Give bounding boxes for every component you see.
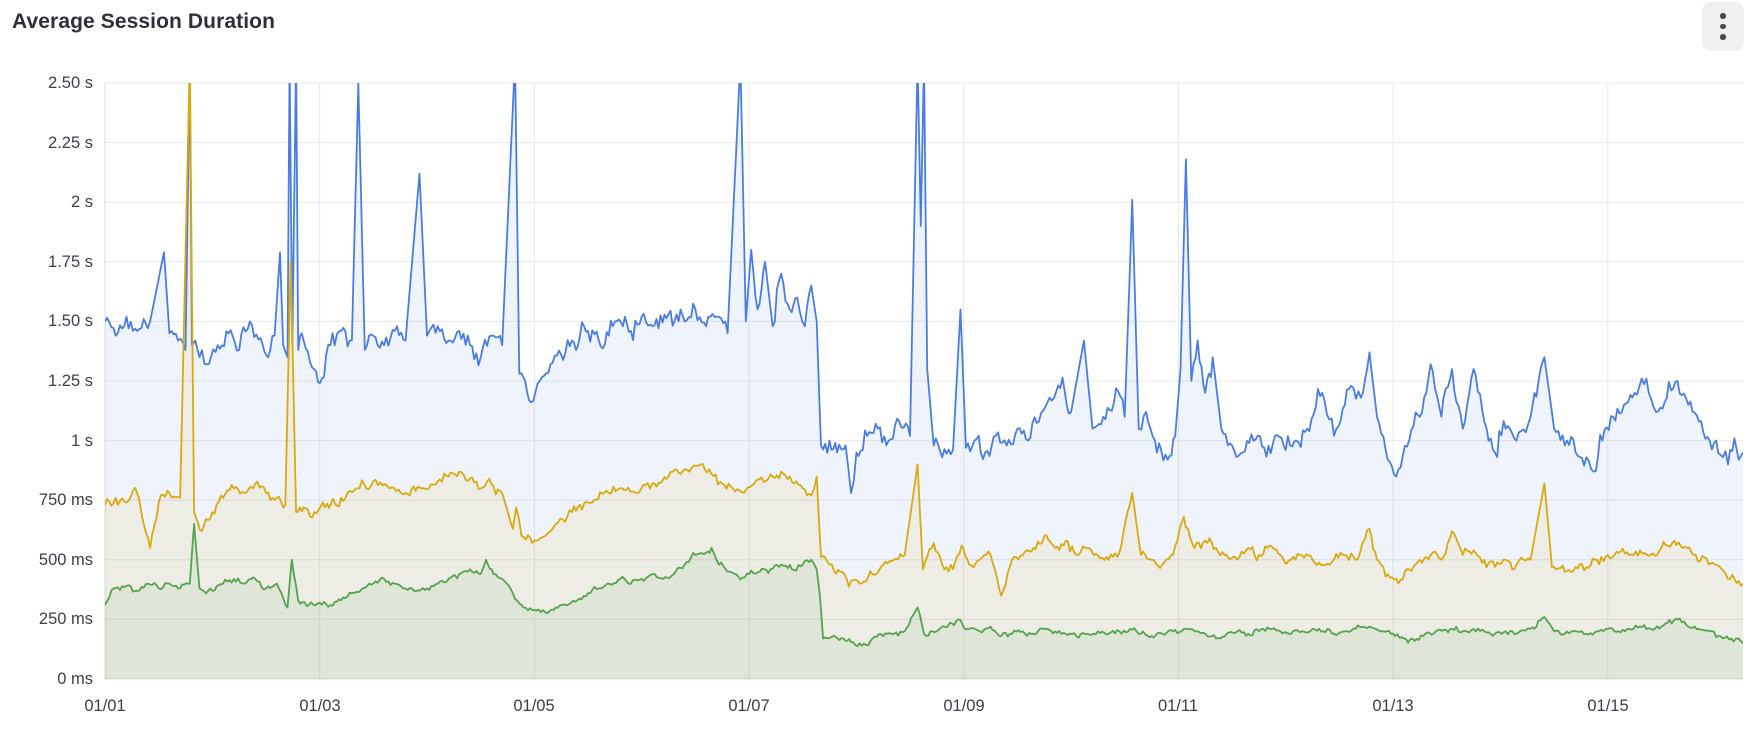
y-axis-label: 2.50 s (48, 74, 93, 92)
y-axis-label: 500 ms (38, 551, 93, 569)
series-green-area (105, 524, 1743, 679)
panel-menu-button[interactable] (1702, 2, 1744, 51)
series-yellow-line (105, 83, 1743, 597)
y-axis-label: 1.50 s (48, 312, 93, 330)
series-yellow-area (105, 83, 1743, 679)
kebab-menu-icon (1720, 13, 1726, 40)
series-blue-area (105, 83, 1743, 679)
x-axis-label: 01/03 (299, 697, 341, 715)
x-axis-label: 01/15 (1587, 697, 1629, 715)
y-axis-label: 750 ms (38, 491, 93, 509)
y-axis-label: 250 ms (38, 610, 93, 628)
x-axis-label: 01/01 (84, 697, 126, 715)
x-axis-label: 01/13 (1372, 697, 1414, 715)
y-axis-label: 2.25 s (48, 134, 93, 152)
y-axis-label: 1.75 s (48, 253, 93, 271)
x-axis-label: 01/11 (1157, 697, 1199, 715)
y-axis-label: 1.25 s (48, 372, 93, 390)
series-blue-line (105, 83, 1743, 494)
series-green-line (105, 523, 1743, 648)
x-axis-label: 01/05 (513, 697, 555, 715)
y-axis-label: 2 s (70, 193, 93, 211)
panel-title: Average Session Duration (12, 10, 276, 33)
y-axis-label: 1 s (70, 432, 93, 450)
x-axis-label: 01/07 (728, 697, 770, 715)
y-axis-label: 0 ms (57, 670, 93, 688)
x-axis-label: 01/09 (943, 697, 985, 715)
